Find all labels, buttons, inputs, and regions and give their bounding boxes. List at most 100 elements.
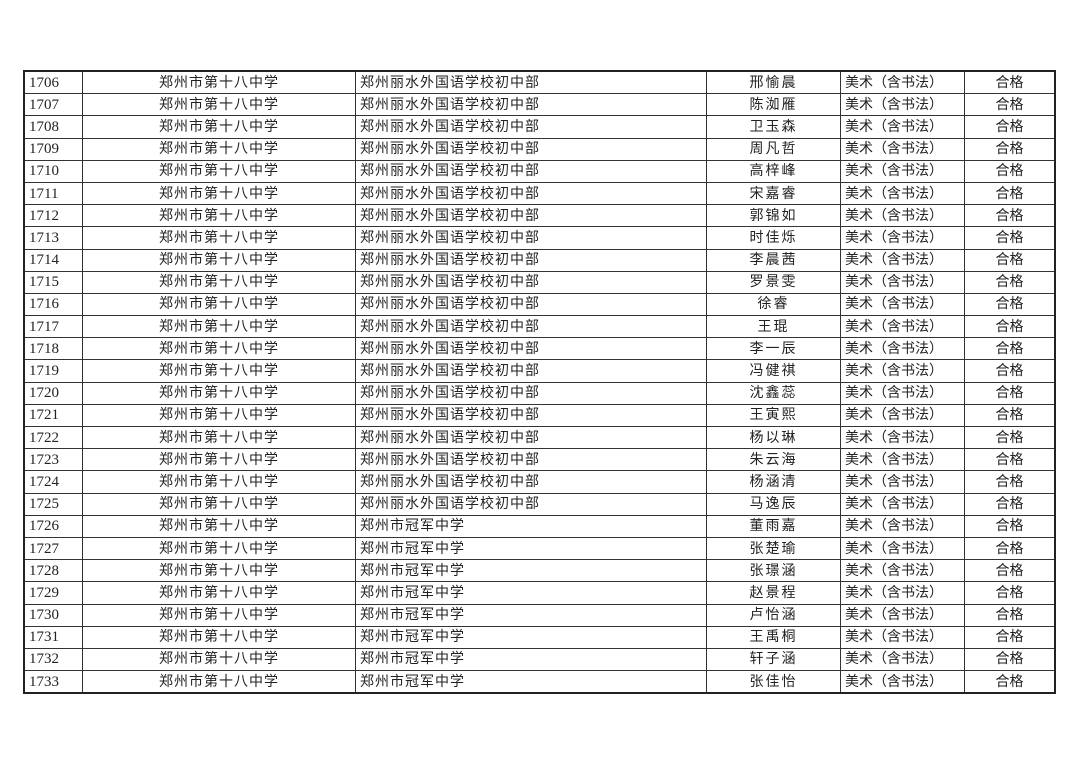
- table-row: 1725 郑州市第十八中学 郑州丽水外国语学校初中部 马逸辰 美术（含书法） 合格: [23, 492, 1056, 516]
- subject-cell: 美术（含书法）: [840, 448, 965, 472]
- subject-cell: 美术（含书法）: [840, 670, 965, 694]
- row-number-cell: 1708: [23, 115, 83, 139]
- table-row: 1721 郑州市第十八中学 郑州丽水外国语学校初中部 王寅熙 美术（含书法） 合格: [23, 403, 1056, 428]
- results-table-body: 1706 郑州市第十八中学 郑州丽水外国语学校初中部 邢愉晨 美术（含书法） 合格 1707…: [23, 70, 1056, 694]
- student-name-cell: 张楚瑜: [706, 536, 841, 561]
- table-row: 1710 郑州市第十八中学 郑州丽水外国语学校初中部 高梓峰 美术（含书法） 合格: [23, 159, 1056, 183]
- student-name-cell: 轩子涵: [706, 647, 841, 672]
- table-row: 1729 郑州市第十八中学 郑州市冠军中学 赵景程 美术（含书法） 合格: [23, 581, 1056, 605]
- subject-cell: 美术（含书法）: [840, 647, 965, 672]
- exam-school-cell: 郑州市第十八中学: [82, 470, 356, 494]
- row-number-cell: 1720: [23, 381, 83, 405]
- student-name-cell: 陈洳雁: [706, 93, 841, 117]
- home-school-cell: 郑州丽水外国语学校初中部: [355, 226, 707, 250]
- results-table: 1706 郑州市第十八中学 郑州丽水外国语学校初中部 邢愉晨 美术（含书法） 合格 1707…: [23, 70, 1056, 695]
- result-cell: 合格: [964, 181, 1056, 206]
- row-number-cell: 1718: [23, 337, 83, 361]
- exam-school-cell: 郑州市第十八中学: [82, 559, 356, 583]
- row-number-cell: 1729: [23, 581, 83, 605]
- table-row: 1731 郑州市第十八中学 郑州市冠军中学 王禹桐 美术（含书法） 合格: [23, 625, 1056, 649]
- home-school-cell: 郑州丽水外国语学校初中部: [355, 93, 707, 117]
- table-row: 1716 郑州市第十八中学 郑州丽水外国语学校初中部 徐睿 美术（含书法） 合格: [23, 292, 1056, 317]
- exam-school-cell: 郑州市第十八中学: [82, 315, 356, 339]
- row-number-cell: 1725: [23, 492, 83, 516]
- student-name-cell: 罗景雯: [706, 270, 841, 294]
- table-row: 1720 郑州市第十八中学 郑州丽水外国语学校初中部 沈鑫蕊 美术（含书法） 合格: [23, 381, 1056, 405]
- exam-school-cell: 郑州市第十八中学: [82, 115, 356, 139]
- row-number-cell: 1709: [23, 137, 83, 161]
- result-cell: 合格: [964, 536, 1056, 561]
- result-cell: 合格: [964, 425, 1056, 450]
- student-name-cell: 李一辰: [706, 337, 841, 361]
- subject-cell: 美术（含书法）: [840, 270, 965, 294]
- row-number-cell: 1731: [23, 625, 83, 649]
- row-number-cell: 1717: [23, 315, 83, 339]
- home-school-cell: 郑州丽水外国语学校初中部: [355, 204, 707, 228]
- table-row: 1718 郑州市第十八中学 郑州丽水外国语学校初中部 李一辰 美术（含书法） 合格: [23, 337, 1056, 361]
- home-school-cell: 郑州丽水外国语学校初中部: [355, 270, 707, 294]
- subject-cell: 美术（含书法）: [840, 359, 965, 383]
- student-name-cell: 杨以琳: [706, 425, 841, 450]
- exam-school-cell: 郑州市第十八中学: [82, 425, 356, 450]
- subject-cell: 美术（含书法）: [840, 381, 965, 405]
- subject-cell: 美术（含书法）: [840, 226, 965, 250]
- table-row: 1717 郑州市第十八中学 郑州丽水外国语学校初中部 王琨 美术（含书法） 合格: [23, 315, 1056, 339]
- student-name-cell: 冯健祺: [706, 359, 841, 383]
- subject-cell: 美术（含书法）: [840, 514, 965, 538]
- exam-school-cell: 郑州市第十八中学: [82, 381, 356, 405]
- result-cell: 合格: [964, 226, 1056, 250]
- subject-cell: 美术（含书法）: [840, 581, 965, 605]
- home-school-cell: 郑州丽水外国语学校初中部: [355, 403, 707, 428]
- exam-school-cell: 郑州市第十八中学: [82, 337, 356, 361]
- result-cell: 合格: [964, 315, 1056, 339]
- home-school-cell: 郑州丽水外国语学校初中部: [355, 492, 707, 516]
- result-cell: 合格: [964, 381, 1056, 405]
- table-row: 1708 郑州市第十八中学 郑州丽水外国语学校初中部 卫玉森 美术（含书法） 合格: [23, 115, 1056, 139]
- result-cell: 合格: [964, 559, 1056, 583]
- table-row: 1707 郑州市第十八中学 郑州丽水外国语学校初中部 陈洳雁 美术（含书法） 合格: [23, 93, 1056, 117]
- exam-school-cell: 郑州市第十八中学: [82, 625, 356, 649]
- student-name-cell: 董雨嘉: [706, 514, 841, 538]
- subject-cell: 美术（含书法）: [840, 470, 965, 494]
- result-cell: 合格: [964, 647, 1056, 672]
- exam-school-cell: 郑州市第十八中学: [82, 448, 356, 472]
- row-number-cell: 1713: [23, 226, 83, 250]
- home-school-cell: 郑州丽水外国语学校初中部: [355, 470, 707, 494]
- exam-school-cell: 郑州市第十八中学: [82, 204, 356, 228]
- result-cell: 合格: [964, 93, 1056, 117]
- exam-school-cell: 郑州市第十八中学: [82, 137, 356, 161]
- row-number-cell: 1719: [23, 359, 83, 383]
- student-name-cell: 王琨: [706, 315, 841, 339]
- exam-school-cell: 郑州市第十八中学: [82, 248, 356, 272]
- home-school-cell: 郑州市冠军中学: [355, 559, 707, 583]
- student-name-cell: 时佳烁: [706, 226, 841, 250]
- home-school-cell: 郑州丽水外国语学校初中部: [355, 115, 707, 139]
- student-name-cell: 郭锦如: [706, 204, 841, 228]
- subject-cell: 美术（含书法）: [840, 204, 965, 228]
- result-cell: 合格: [964, 492, 1056, 516]
- result-cell: 合格: [964, 514, 1056, 538]
- row-number-cell: 1710: [23, 159, 83, 183]
- subject-cell: 美术（含书法）: [840, 603, 965, 627]
- exam-school-cell: 郑州市第十八中学: [82, 403, 356, 428]
- exam-school-cell: 郑州市第十八中学: [82, 93, 356, 117]
- result-cell: 合格: [964, 581, 1056, 605]
- result-cell: 合格: [964, 670, 1056, 694]
- row-number-cell: 1727: [23, 536, 83, 561]
- subject-cell: 美术（含书法）: [840, 315, 965, 339]
- row-number-cell: 1714: [23, 248, 83, 272]
- result-cell: 合格: [964, 204, 1056, 228]
- student-name-cell: 卫玉森: [706, 115, 841, 139]
- subject-cell: 美术（含书法）: [840, 93, 965, 117]
- result-cell: 合格: [964, 337, 1056, 361]
- exam-school-cell: 郑州市第十八中学: [82, 536, 356, 561]
- exam-school-cell: 郑州市第十八中学: [82, 603, 356, 627]
- home-school-cell: 郑州市冠军中学: [355, 536, 707, 561]
- exam-school-cell: 郑州市第十八中学: [82, 647, 356, 672]
- exam-school-cell: 郑州市第十八中学: [82, 70, 356, 95]
- row-number-cell: 1711: [23, 181, 83, 206]
- home-school-cell: 郑州丽水外国语学校初中部: [355, 137, 707, 161]
- home-school-cell: 郑州市冠军中学: [355, 647, 707, 672]
- home-school-cell: 郑州市冠军中学: [355, 670, 707, 694]
- student-name-cell: 李晨茜: [706, 248, 841, 272]
